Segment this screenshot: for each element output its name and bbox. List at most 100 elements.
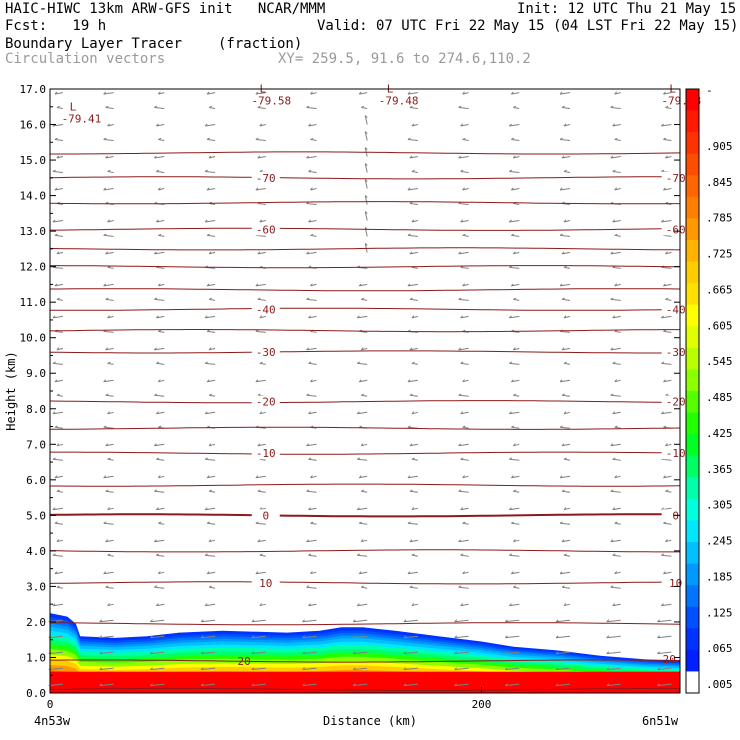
colorbar-label: .005 — [706, 678, 733, 691]
vector-arrow — [200, 667, 216, 671]
vector-arrow — [504, 667, 520, 671]
vector-arrow — [409, 251, 418, 255]
colorbar-swatch — [686, 606, 699, 629]
vector-arrow — [561, 443, 571, 447]
colorbar-label: .365 — [706, 463, 733, 476]
vector-arrow — [612, 457, 621, 461]
vector-arrow — [403, 651, 418, 655]
vector-arrow — [458, 297, 469, 301]
contour-line — [49, 513, 680, 518]
vector-arrow — [612, 603, 621, 607]
vector-arrow — [614, 571, 621, 575]
header-valid-time: Valid: 07 UTC Fri 22 May 15 (04 LST Fri … — [317, 18, 739, 34]
vector-arrow — [508, 219, 520, 223]
colorbar-swatch — [686, 196, 699, 219]
vector-arrow — [308, 361, 317, 365]
vector-arrow — [310, 137, 317, 141]
vector-arrow — [208, 155, 216, 159]
vector-arrow — [352, 683, 368, 687]
vector-arrow — [204, 457, 216, 461]
vector-arrow — [360, 443, 368, 447]
colorbar-label: .425 — [706, 427, 733, 440]
vector-arrow — [559, 521, 571, 525]
vector-arrow — [504, 651, 520, 655]
vector-arrow — [559, 233, 571, 237]
colorbar-label: .725 — [706, 248, 733, 261]
y-tick-label: 4.0 — [26, 545, 46, 558]
vector-arrow — [407, 475, 418, 479]
vector-arrow — [358, 571, 368, 575]
vector-arrow — [409, 393, 418, 397]
vector-arrow — [460, 553, 469, 557]
vector-arrow — [103, 233, 114, 237]
low-value-label: -79.41 — [62, 112, 102, 125]
vector-arrow — [512, 539, 520, 543]
colorbar-swatch — [686, 110, 699, 133]
vector-arrow — [561, 297, 571, 301]
y-tick-label: 16.0 — [20, 119, 47, 132]
contour-label-bg — [251, 576, 280, 589]
vector-arrow — [606, 635, 621, 639]
vector-arrow — [513, 105, 520, 109]
vector-arrow — [657, 667, 672, 671]
vector-arrow — [56, 347, 64, 351]
vector-arrow — [665, 105, 672, 109]
vector-arrow — [561, 539, 571, 543]
vector-arrow — [606, 651, 621, 655]
vector-arrow — [612, 169, 621, 173]
vector-arrow — [364, 211, 368, 221]
vector-arrow — [360, 585, 368, 589]
vector-arrow — [158, 329, 165, 333]
colorbar-swatch — [686, 585, 699, 608]
vector-arrow — [458, 347, 469, 351]
vector-arrow — [364, 179, 368, 189]
vector-arrow — [360, 539, 368, 543]
contour-label-bg — [251, 447, 280, 460]
vector-arrow — [259, 219, 266, 223]
header-model-title: HAIC-HIWC 13km ARW-GFS init NCAR/MMM — [5, 1, 326, 17]
vector-arrow — [103, 283, 114, 287]
vector-arrow — [306, 105, 317, 109]
vector-arrow — [356, 603, 368, 607]
vector-arrow — [458, 443, 469, 447]
colorbar-swatch — [686, 175, 699, 198]
vector-arrow — [99, 667, 114, 671]
vector-arrow — [154, 585, 165, 589]
vector-arrow — [561, 347, 571, 351]
colorbar-swatch — [686, 391, 699, 414]
vector-arrow — [204, 553, 216, 557]
vector-arrow — [614, 283, 621, 287]
vector-arrow — [103, 137, 114, 141]
vector-arrow — [462, 521, 469, 525]
colorbar-swatch — [686, 542, 699, 565]
vector-arrow — [513, 393, 520, 397]
vector-arrow — [504, 635, 520, 639]
vector-arrow — [206, 379, 216, 383]
vector-arrow — [206, 521, 216, 525]
vector-arrow — [364, 131, 368, 141]
vector-arrow — [610, 489, 621, 493]
vector-arrow — [54, 379, 63, 383]
vector-arrow — [460, 169, 469, 173]
vector-arrow — [513, 585, 520, 589]
vector-arrow — [308, 553, 317, 557]
vector-arrow — [206, 137, 216, 141]
vector-arrow — [255, 475, 266, 479]
vector-arrow — [614, 425, 621, 429]
vector-arrow — [310, 571, 317, 575]
vector-arrow — [306, 489, 317, 493]
vector-arrow — [563, 123, 571, 127]
vector-arrow — [407, 283, 418, 287]
vector-arrow — [149, 635, 165, 639]
vector-arrow — [257, 443, 266, 447]
contour-line — [50, 483, 681, 487]
contour-label-bg — [661, 345, 690, 358]
vector-arrow — [251, 683, 266, 687]
vector-arrow — [310, 379, 317, 383]
contour-line — [50, 307, 681, 311]
vector-arrow — [56, 297, 63, 301]
vector-arrow — [255, 137, 266, 141]
x-tick-label: 0 — [47, 698, 54, 711]
vector-arrow — [156, 169, 165, 173]
vector-arrow — [458, 539, 469, 543]
